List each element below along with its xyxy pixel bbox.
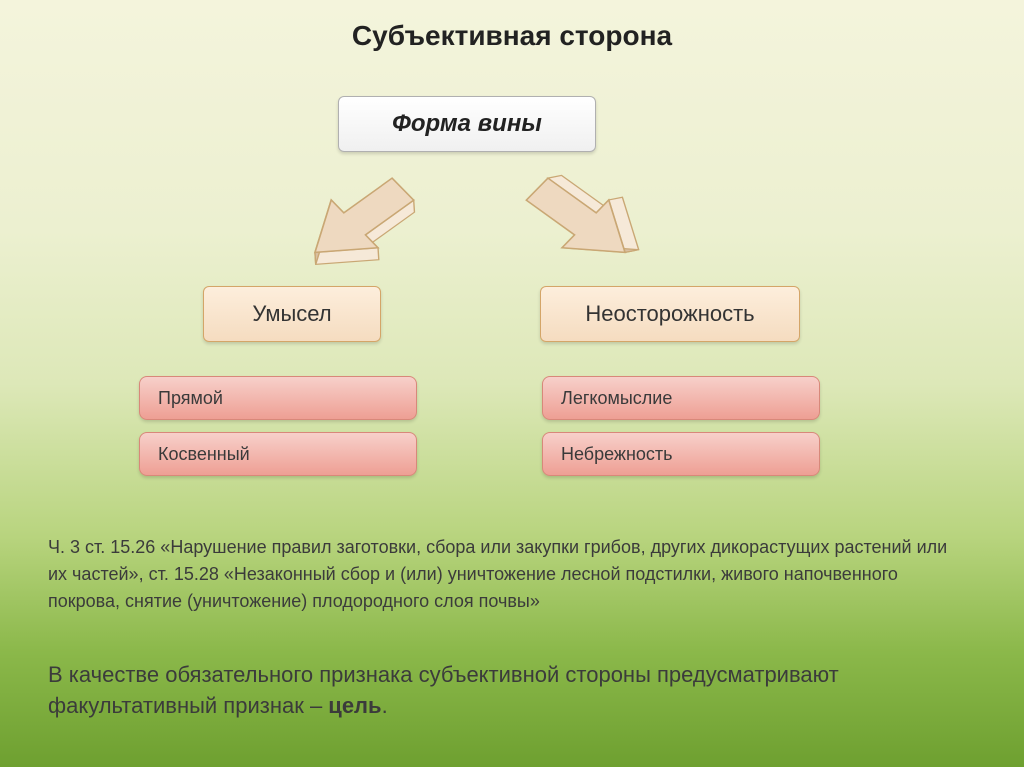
node-left: Умысел [203,286,381,342]
node-right-child-1: Небрежность [542,432,820,476]
node-right-child-1-label: Небрежность [561,444,673,465]
page-title: Субъективная сторона [0,0,1024,52]
node-left-child-1-label: Косвенный [158,444,250,465]
footnote-text: Ч. 3 ст. 15.26 «Нарушение правил заготов… [48,534,968,615]
node-right-child-0: Легкомыслие [542,376,820,420]
conclusion-bold: цель [328,693,381,718]
arrow-right [510,160,650,280]
root-node: Форма вины [338,96,596,152]
root-label: Форма вины [392,110,542,138]
node-right: Неосторожность [540,286,800,342]
node-left-label: Умысел [252,301,331,327]
arrow-left [290,160,430,280]
node-right-label: Неосторожность [585,301,754,327]
conclusion-prefix: В качестве обязательного признака субъек… [48,662,839,718]
node-right-child-0-label: Легкомыслие [561,388,672,409]
conclusion-text: В качестве обязательного признака субъек… [48,660,968,722]
node-left-child-0: Прямой [139,376,417,420]
node-left-child-0-label: Прямой [158,388,223,409]
conclusion-suffix: . [382,693,388,718]
node-left-child-1: Косвенный [139,432,417,476]
